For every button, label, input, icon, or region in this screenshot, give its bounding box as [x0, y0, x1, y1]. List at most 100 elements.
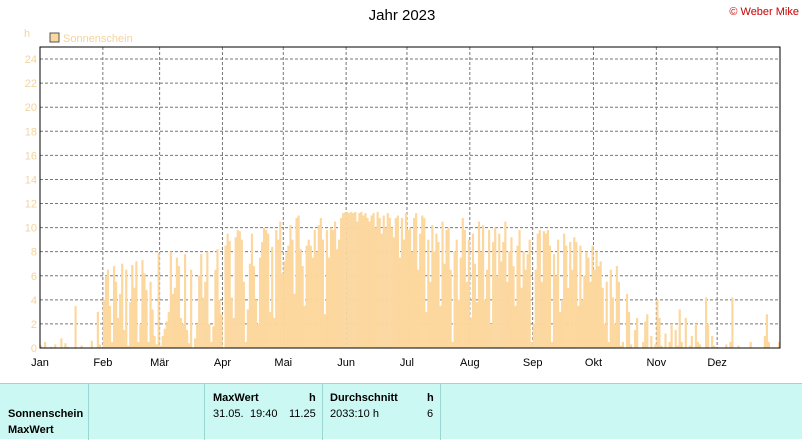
bar — [256, 323, 260, 348]
bar — [80, 345, 83, 348]
bar — [165, 321, 168, 348]
bar — [279, 221, 282, 348]
bar — [331, 230, 335, 348]
bar — [767, 341, 771, 348]
bar — [202, 297, 205, 348]
bar — [540, 281, 543, 348]
bar — [417, 269, 420, 348]
bar — [141, 260, 144, 348]
bar — [481, 225, 485, 348]
bar — [265, 230, 268, 348]
bar — [536, 233, 539, 348]
bar — [119, 293, 122, 348]
bar — [204, 281, 207, 348]
bar — [729, 341, 732, 348]
bar — [319, 217, 322, 348]
bar — [260, 242, 264, 348]
bar — [579, 245, 582, 348]
bar — [621, 341, 625, 348]
bar — [333, 221, 337, 348]
bar — [234, 237, 237, 348]
bar — [398, 257, 402, 348]
y-tick-label: 14 — [25, 174, 37, 186]
bar — [707, 323, 710, 348]
maxwert-column: MaxWert h 31.05. 19:40 11.25 — [205, 384, 323, 440]
bar — [457, 299, 460, 348]
bar — [439, 305, 442, 348]
bar — [413, 217, 416, 348]
bar — [60, 338, 63, 348]
bar — [556, 239, 560, 348]
copyright-label: © Weber Mike — [729, 6, 799, 18]
maxwert-date: 31.05. — [213, 408, 244, 420]
bar — [220, 314, 223, 348]
bar — [250, 233, 254, 348]
bar — [374, 227, 377, 348]
durchschnitt-unit: h — [427, 392, 434, 404]
bar — [131, 264, 134, 348]
bar — [500, 261, 503, 348]
bar — [175, 257, 179, 348]
bar — [554, 275, 558, 348]
y-tick-label: 22 — [25, 78, 37, 90]
bar — [565, 245, 568, 348]
bar — [777, 341, 781, 348]
durchschnitt-value: 6 — [427, 408, 434, 420]
bar — [402, 239, 406, 348]
bar — [350, 211, 353, 348]
bar — [611, 297, 614, 348]
bar — [634, 329, 637, 348]
bar — [218, 299, 221, 348]
bar — [534, 269, 537, 348]
maxwert-header: MaxWert — [213, 392, 259, 404]
bar — [190, 269, 193, 348]
bar — [589, 281, 592, 348]
bar — [54, 344, 57, 348]
x-tick-label: Dez — [707, 357, 727, 369]
bar — [384, 227, 387, 348]
bar — [524, 269, 527, 348]
bar — [625, 293, 629, 348]
bar — [680, 341, 683, 348]
bar — [139, 323, 142, 348]
bar — [370, 215, 373, 348]
bar — [386, 213, 389, 348]
bar — [731, 297, 734, 348]
bar — [668, 341, 671, 348]
bar — [520, 287, 523, 348]
bar — [484, 299, 487, 348]
bar — [469, 317, 472, 348]
bar — [354, 211, 357, 348]
bar — [435, 233, 438, 348]
maxwert-value: 11.25 — [289, 408, 316, 420]
bar — [102, 299, 106, 348]
bar — [425, 311, 428, 348]
bar — [358, 213, 361, 348]
bar — [518, 230, 521, 348]
bar — [352, 213, 355, 348]
durchschnitt-column: Durchschnitt h 2033:10 h 6 — [323, 384, 441, 440]
bar — [569, 242, 572, 348]
bar — [171, 293, 174, 348]
bar — [591, 245, 594, 348]
x-tick-label: Sep — [523, 357, 543, 369]
bar — [670, 323, 673, 348]
bar — [411, 251, 414, 348]
bar — [214, 269, 217, 348]
bar — [563, 233, 566, 348]
bar — [346, 211, 349, 348]
bar — [394, 217, 397, 348]
y-tick-label: 6 — [31, 271, 37, 283]
bar — [188, 343, 191, 348]
bar — [581, 299, 584, 348]
bar — [674, 329, 677, 348]
row-label-maxwert: MaxWert — [8, 424, 54, 436]
bar — [510, 237, 513, 348]
bar — [44, 341, 47, 348]
bar — [688, 345, 691, 348]
empty-column — [89, 384, 205, 440]
y-tick-label: 4 — [31, 295, 37, 307]
bar — [382, 215, 385, 348]
bar — [567, 287, 570, 348]
bar — [605, 281, 608, 348]
